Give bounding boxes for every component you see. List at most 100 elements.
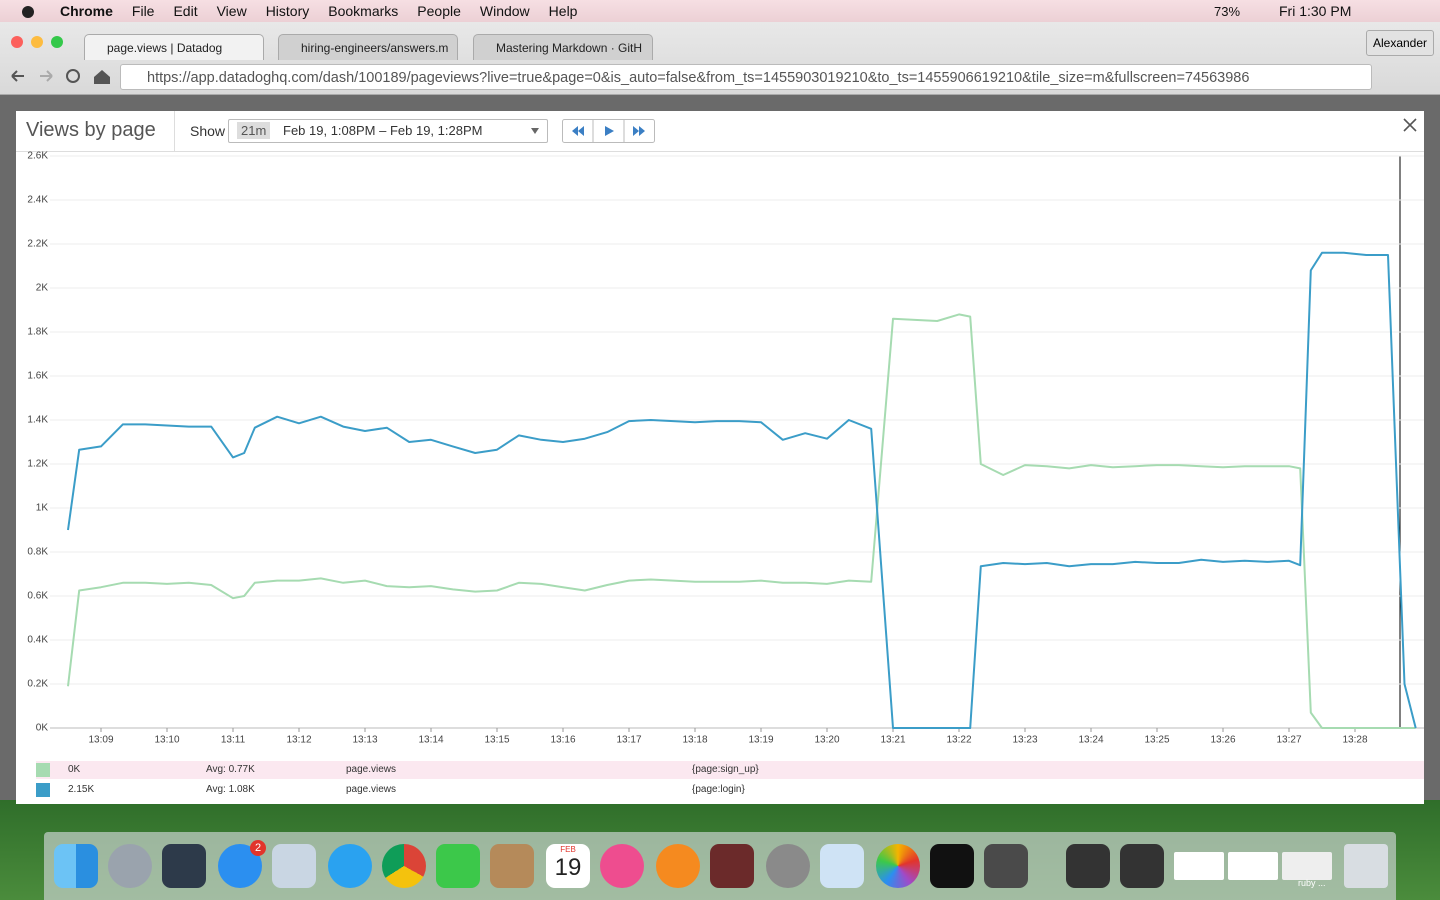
ibooks-icon[interactable]: [656, 844, 700, 888]
window-thumbnail[interactable]: [1228, 852, 1278, 880]
window-thumbnail[interactable]: [1282, 852, 1332, 880]
calendar-day: 19: [554, 854, 582, 881]
facetime-icon[interactable]: [436, 844, 480, 888]
menu-item[interactable]: Bookmarks: [328, 3, 399, 19]
legend-name: {page:login}: [692, 784, 745, 795]
dropdown-arrow: [531, 128, 539, 134]
safari-icon[interactable]: [328, 844, 372, 888]
legend-avg: Avg: 0.77K: [206, 764, 255, 775]
legend-metric: page.views: [346, 784, 397, 795]
close-button[interactable]: [1403, 118, 1417, 132]
dock: 2 FEB 19 ruby ...: [44, 832, 1396, 900]
chrome-icon[interactable]: [382, 844, 426, 888]
badge: 2: [250, 840, 266, 856]
legend-row[interactable]: 2.15K Avg: 1.08K page.views {page:login}: [36, 781, 1424, 799]
nav-buttons[interactable]: [8, 66, 118, 86]
range-text: Feb 19, 1:08PM – Feb 19, 1:28PM: [283, 123, 483, 138]
sublime-icon[interactable]: [984, 844, 1028, 888]
address-bar[interactable]: https://app.datadoghq.com/dash/100189/pa…: [120, 64, 1372, 90]
time-select[interactable]: 21m Feb 19, 1:08PM – Feb 19, 1:28PM: [228, 119, 548, 143]
x-tick-label: 13:18: [682, 735, 707, 746]
window-label: ruby ...: [1298, 878, 1326, 888]
itunes-icon[interactable]: [600, 844, 644, 888]
y-tick-label: 1.2K: [27, 459, 48, 470]
legend-avg: Avg: 1.08K: [206, 784, 255, 795]
app-icon[interactable]: [272, 844, 316, 888]
app-icon[interactable]: [162, 844, 206, 888]
menu-item[interactable]: File: [131, 3, 155, 19]
graph-modal: Views by page Show 21m Feb 19, 1:08PM – …: [16, 111, 1424, 804]
x-tick-label: 13:21: [880, 735, 905, 746]
clock[interactable]: Fri 1:30 PM: [1279, 3, 1352, 19]
x-tick-label: 13:15: [484, 735, 509, 746]
system-preferences-icon[interactable]: [766, 844, 810, 888]
tab[interactable]: Mastering Markdown · GitH: [473, 34, 653, 60]
x-tick-label: 13:27: [1276, 735, 1301, 746]
window-thumbnail[interactable]: [1120, 844, 1164, 888]
window-controls[interactable]: [10, 35, 70, 49]
trash-icon[interactable]: [1344, 844, 1388, 888]
x-tick-label: 13:09: [88, 735, 113, 746]
x-tick-label: 13:10: [154, 735, 179, 746]
tab[interactable]: hiring-engineers/answers.m: [278, 34, 458, 60]
y-tick-label: 1.6K: [27, 371, 48, 382]
x-tick-label: 13:28: [1342, 735, 1367, 746]
x-tick-label: 13:16: [550, 735, 575, 746]
calendar-month: FEB: [560, 845, 576, 854]
divider: [174, 111, 175, 151]
x-tick-label: 13:24: [1078, 735, 1103, 746]
menu-item[interactable]: People: [417, 3, 461, 19]
photo-booth-icon[interactable]: [710, 844, 754, 888]
modal-title: Views by page: [26, 119, 156, 141]
x-tick-label: 13:13: [352, 735, 377, 746]
legend-swatch: [36, 783, 50, 797]
x-tick-label: 13:26: [1210, 735, 1235, 746]
preview-icon[interactable]: [820, 844, 864, 888]
x-tick-label: 13:12: [286, 735, 311, 746]
finder-icon[interactable]: [54, 844, 98, 888]
range-badge: 21m: [237, 122, 271, 139]
y-tick-label: 0.8K: [27, 547, 48, 558]
menu-item[interactable]: Window: [479, 3, 530, 19]
show-label: Show: [190, 123, 226, 139]
x-tick-label: 13:14: [418, 735, 443, 746]
y-tick-label: 2.6K: [27, 151, 48, 162]
series-line: [67, 313, 1416, 729]
menu-item[interactable]: History: [265, 3, 310, 19]
apple-logo[interactable]: [20, 3, 40, 19]
calendar-icon[interactable]: FEB 19: [546, 844, 590, 888]
menu-item[interactable]: Edit: [173, 3, 198, 19]
window-thumbnail[interactable]: [1174, 852, 1224, 880]
profile-button[interactable]: Alexander: [1366, 30, 1434, 56]
y-tick-label: 2K: [36, 283, 49, 294]
contacts-icon[interactable]: [490, 844, 534, 888]
launchpad-icon[interactable]: [108, 844, 152, 888]
menu-bar: Chrome File Edit View History Bookmarks …: [0, 0, 1440, 22]
playback-controls[interactable]: [562, 119, 656, 143]
legend-swatch: [36, 763, 50, 777]
terminal-icon[interactable]: [930, 844, 974, 888]
x-tick-label: 13:20: [814, 735, 839, 746]
menu-item[interactable]: View: [216, 3, 247, 19]
photos-icon[interactable]: [876, 844, 920, 888]
chart: 0K 0.2K 0.4K 0.6K 0.8K 1K 1.2K 1.4K 1.6K 1.8K 2K 2.…: [27, 151, 1424, 746]
tab[interactable]: page.views | Datadog: [84, 34, 264, 60]
y-tick-label: 0.4K: [27, 635, 48, 646]
menu-item[interactable]: Help: [548, 3, 578, 19]
x-tick-label: 13:19: [748, 735, 773, 746]
app-menu[interactable]: Chrome: [60, 3, 113, 19]
window-thumbnail[interactable]: [1066, 844, 1110, 888]
y-tick-label: 1.8K: [27, 327, 48, 338]
y-tick-label: 1K: [36, 503, 49, 514]
x-tick-label: 13:11: [221, 735, 246, 746]
series-line: [67, 251, 1417, 729]
battery[interactable]: 73%: [1214, 3, 1241, 19]
legend-name: {page:sign_up}: [692, 764, 759, 775]
y-tick-label: 1.4K: [27, 415, 48, 426]
legend-row[interactable]: 0K Avg: 0.77K page.views {page:sign_up}: [36, 761, 1424, 779]
y-tick-label: 0K: [36, 723, 49, 734]
legend-current: 2.15K: [68, 784, 95, 795]
x-tick-label: 13:17: [616, 735, 641, 746]
y-tick-label: 0.6K: [27, 591, 48, 602]
